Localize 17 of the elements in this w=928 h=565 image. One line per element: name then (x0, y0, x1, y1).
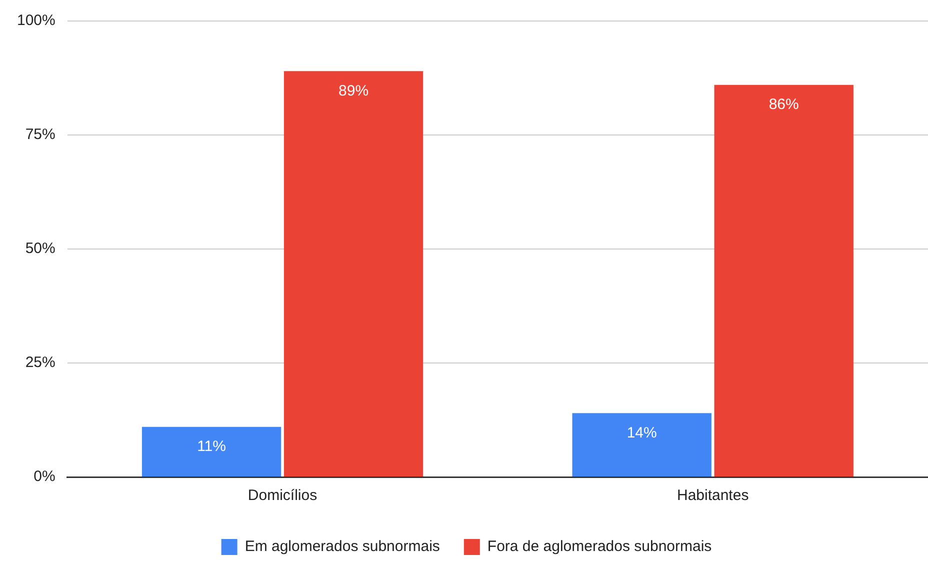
legend-label: Em aglomerados subnormais (244, 538, 440, 556)
y-tick-label: 25% (25, 354, 56, 372)
data-label: 14% (626, 424, 657, 442)
bar (284, 71, 424, 476)
legend-label: Fora de aglomerados subnormais (487, 538, 712, 556)
bar (714, 84, 854, 476)
bar (142, 426, 282, 476)
x-tick-label: Domicílios (248, 487, 318, 504)
data-label: 11% (197, 438, 226, 455)
y-tick-label: 100% (16, 12, 56, 30)
y-tick-label: 50% (25, 240, 56, 258)
y-tick-label: 75% (25, 126, 56, 144)
data-label: 86% (768, 96, 799, 113)
y-tick-label: 0% (34, 468, 56, 486)
x-tick-label: Habitantes (676, 487, 749, 504)
data-label: 89% (338, 82, 369, 100)
bar (572, 413, 712, 476)
